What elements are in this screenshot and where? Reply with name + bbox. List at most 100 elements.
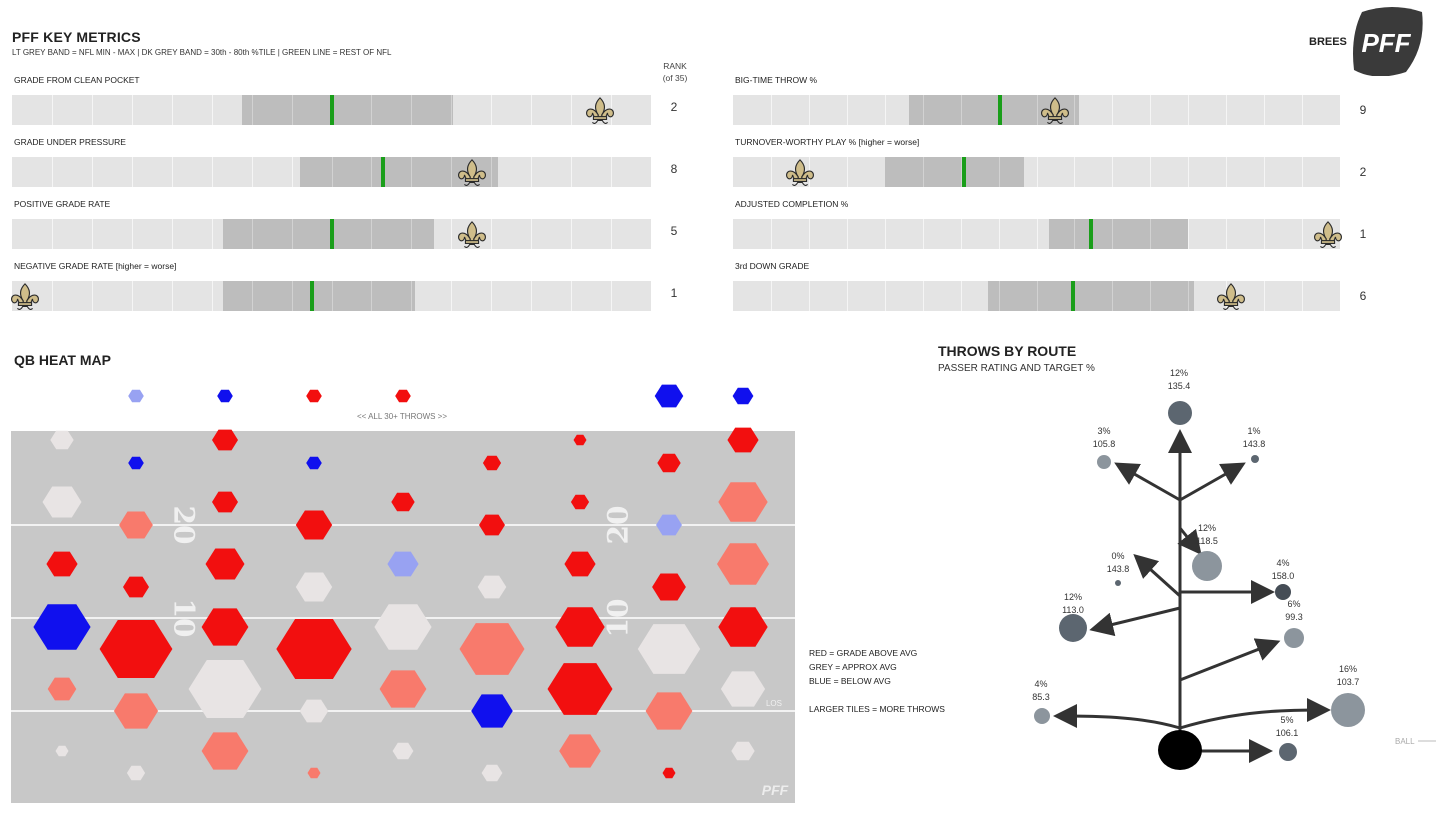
route-passer-rating: 118.5: [1196, 536, 1218, 546]
bar-tick: [1226, 95, 1228, 125]
heat-tile: [119, 511, 153, 539]
heat-tile: [570, 494, 590, 510]
bar-tick: [491, 281, 493, 311]
player-marker: [585, 97, 614, 124]
route-target-pct: 3%: [1097, 426, 1111, 436]
heat-tile: [33, 604, 91, 650]
bar-tick: [770, 95, 772, 125]
bar-tick: [808, 95, 810, 125]
legend-red: RED = GRADE ABOVE AVG: [809, 648, 918, 658]
band-tick: [411, 157, 413, 187]
yard-number: 10: [168, 599, 201, 638]
heat-tile: [387, 551, 419, 577]
page-subtitle: LT GREY BAND = NFL MIN - MAX | DK GREY B…: [12, 48, 392, 57]
route-target-bubble: [1115, 580, 1121, 586]
bar-tick: [1302, 95, 1304, 125]
band-tick: [411, 219, 413, 249]
heat-tile: [481, 764, 503, 782]
band-tick: [960, 95, 962, 125]
route-line: [1179, 638, 1281, 682]
metric-bar: [12, 157, 651, 187]
legend-size: LARGER TILES = MORE THROWS: [809, 704, 945, 714]
band-tick: [1074, 95, 1076, 125]
heat-tile: [205, 548, 245, 580]
yard-number: 10: [602, 599, 635, 638]
route-line: [1179, 698, 1331, 730]
player-marker: [458, 221, 487, 248]
route-passer-rating: 143.8: [1106, 564, 1130, 574]
band-tick: [291, 219, 293, 249]
route-target-bubble: [1034, 708, 1050, 724]
nfl-average-line: [1089, 219, 1094, 249]
heat-tile: [479, 514, 505, 536]
bar-tick: [960, 219, 962, 249]
heat-tile: [559, 734, 601, 768]
bar-tick: [611, 157, 613, 187]
route-title: THROWS BY ROUTE: [938, 343, 1077, 359]
route-label: 16% 103.7: [1323, 663, 1373, 689]
heat-tile: [99, 620, 173, 678]
route-tree: BALL: [1034, 401, 1436, 770]
band-tick: [451, 157, 453, 187]
metric-rank: 2: [670, 100, 678, 114]
percentile-band: [1048, 219, 1189, 249]
metric-label: GRADE UNDER PRESSURE: [14, 137, 126, 147]
route-line: [1053, 704, 1181, 730]
band-tick: [451, 95, 453, 125]
band-tick: [960, 157, 962, 187]
bar-tick: [846, 219, 848, 249]
legend-blue: BLUE = BELOW AVG: [809, 676, 891, 686]
metric-label: TURNOVER-WORTHY PLAY % [higher = worse]: [735, 137, 920, 147]
nfl-average-line: [961, 157, 966, 187]
player-marker: [1216, 283, 1245, 310]
fleur-de-lis-icon: [585, 97, 614, 124]
heat-tile: [306, 389, 322, 403]
bar-tick: [131, 219, 133, 249]
route-label: 4% 158.0: [1258, 557, 1308, 583]
heat-tile: [307, 767, 321, 779]
bar-tick: [91, 219, 93, 249]
bar-tick: [251, 157, 253, 187]
band-tick: [998, 157, 1000, 187]
nfl-average-line: [380, 157, 385, 187]
bar-tick: [211, 219, 213, 249]
bar-tick: [611, 219, 613, 249]
route-label: 4% 85.3: [1016, 678, 1066, 704]
bar-tick: [51, 95, 53, 125]
bar-tick: [1226, 219, 1228, 249]
route-label: 12% 135.4: [1154, 367, 1204, 393]
heat-tile: [395, 389, 411, 403]
nfl-average-line: [998, 95, 1003, 125]
heat-tile: [295, 572, 333, 602]
band-tick: [331, 281, 333, 311]
heat-tile: [731, 741, 755, 761]
bar-tick: [1264, 95, 1266, 125]
heat-tile: [654, 384, 684, 408]
heat-tile: [727, 427, 759, 453]
field-watermark: PFF: [762, 782, 789, 798]
bar-tick: [846, 281, 848, 311]
route-label: 5% 106.1: [1262, 714, 1312, 740]
bar-tick: [1112, 95, 1114, 125]
route-passer-rating: 143.8: [1242, 439, 1266, 449]
bar-tick: [770, 219, 772, 249]
heat-tile: [128, 389, 144, 403]
bar-tick: [1112, 157, 1114, 187]
metric-rank: 5: [670, 224, 678, 238]
bar-tick: [846, 157, 848, 187]
route-target-pct: 12%: [1169, 368, 1188, 378]
bar-tick: [1036, 219, 1038, 249]
route-passer-rating: 99.3: [1285, 612, 1303, 622]
bar-tick: [770, 157, 772, 187]
heat-tile: [47, 677, 77, 701]
heatmap-annotation: << ALL 30+ THROWS >>: [357, 412, 447, 421]
bar-tick: [808, 219, 810, 249]
route-target-bubble: [1279, 743, 1297, 761]
heat-tile: [392, 742, 414, 760]
bar-tick: [571, 281, 573, 311]
bar-tick: [491, 219, 493, 249]
route-target-bubble: [1168, 401, 1192, 425]
bar-tick: [531, 281, 533, 311]
band-tick: [1150, 281, 1152, 311]
fleur-de-lis-icon: [10, 283, 39, 310]
